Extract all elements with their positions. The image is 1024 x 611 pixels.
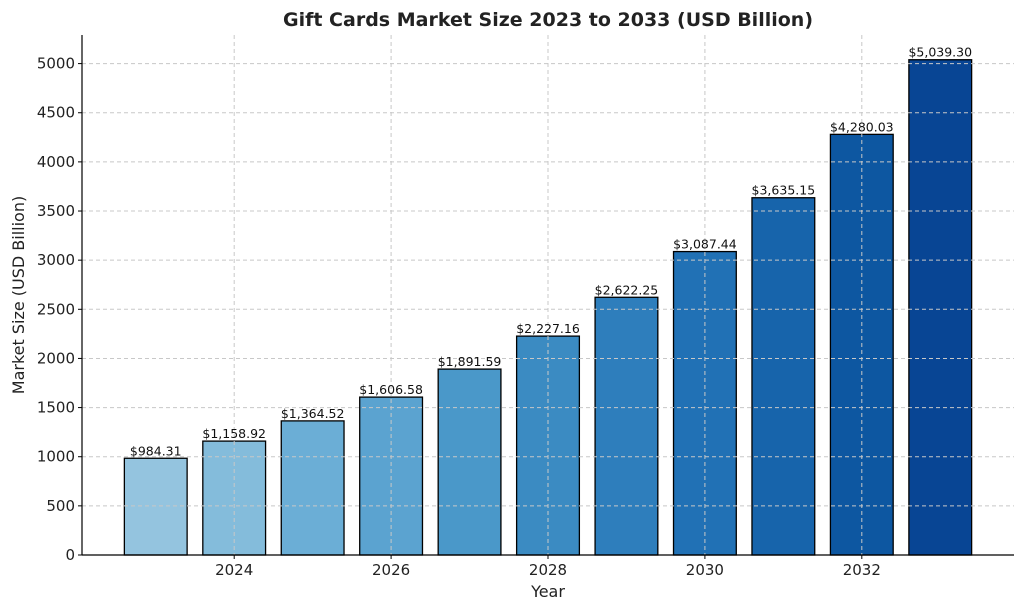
bar-2028 [515,335,581,556]
y-tick-label: 0 [65,546,75,564]
data-label-2025: $1,364.52 [281,406,345,421]
x-tick-label: 2032 [843,561,881,579]
data-label-2023: $984.31 [130,443,182,458]
data-label-2031: $3,635.15 [752,183,816,198]
x-tick-label: 2024 [215,561,253,579]
data-label-2024: $1,158.92 [202,426,266,441]
y-tick-label: 4000 [37,153,75,171]
bar-2027 [437,368,502,556]
y-tick-label: 2500 [37,300,75,318]
y-tick-label: 3500 [37,202,75,220]
data-label-2030: $3,087.44 [673,237,737,252]
data-label-2029: $2,622.25 [595,282,659,297]
x-tick-label: 2026 [372,561,410,579]
chart-title: Gift Cards Market Size 2023 to 2033 (USD… [283,9,813,31]
y-tick-label: 1000 [37,448,75,466]
y-tick-label: 500 [46,497,75,515]
data-label-2027: $1,891.59 [438,354,502,369]
bar-2029 [594,296,659,556]
y-axis-label: Market Size (USD Billion) [9,196,28,394]
y-tick-label: 5000 [37,55,75,73]
bar-2025 [280,420,345,556]
y-tick-label: 3000 [37,251,75,269]
y-tick-label: 2000 [37,349,75,367]
data-label-2032: $4,280.03 [830,119,894,134]
x-tick-label: 2028 [529,561,567,579]
bar-2033 [908,59,973,556]
data-label-2033: $5,039.30 [908,45,972,60]
bar-2031 [751,197,816,556]
x-tick-label: 2030 [686,561,724,579]
bar-2023 [123,457,188,556]
data-label-2028: $2,227.16 [516,321,580,336]
data-label-2026: $1,606.58 [359,382,423,397]
y-tick-label: 4500 [37,104,75,122]
x-axis-label: Year [530,582,565,601]
y-tick-label: 1500 [37,399,75,417]
